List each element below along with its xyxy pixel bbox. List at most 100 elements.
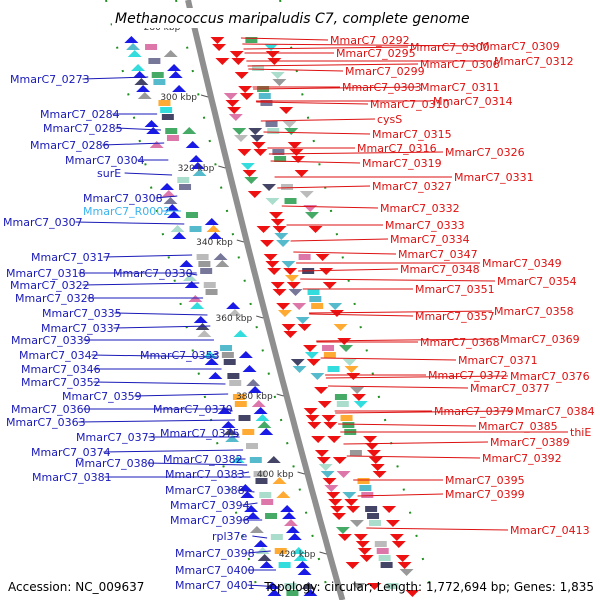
left-gene-label[interactable]: MmarC7_0363 [6,416,86,429]
right-gene-label[interactable]: cysS [377,113,402,126]
right-gene-label[interactable]: MmarC7_0332 [380,202,460,215]
right-gene-label[interactable]: MmarC7_0347 [398,248,478,261]
right-gene-label[interactable]: MmarC7_0379 [434,405,514,418]
feature-block [278,562,291,568]
left-gene-label[interactable]: surE [97,167,121,180]
left-gene-label[interactable]: MmarC7_0317 [31,251,111,264]
right-gene-label[interactable]: MmarC7_0312 [494,55,574,68]
right-gene-label[interactable]: MmarC7_0327 [372,180,452,193]
cds-arrow [303,408,318,415]
right-gene-label[interactable]: MmarC7_0349 [482,257,562,270]
right-gene-label[interactable]: MmarC7_0314 [433,95,513,108]
left-gene-label[interactable]: MmarC7_0396 [170,514,250,527]
right-gene-label[interactable]: MmarC7_0413 [510,524,590,537]
left-gene-label[interactable]: MmarC7_0374 [31,446,111,459]
right-gene-label[interactable]: MmarC7_0385 [478,420,558,433]
label-leader-lines [75,37,568,588]
left-gene-label[interactable]: MmarC7_0370 [153,403,233,416]
left-gene-label[interactable]: MmarC7_0359 [62,390,142,403]
feature-block [220,345,233,351]
left-gene-label[interactable]: MmarC7_0353 [140,349,220,362]
left-gene-label[interactable]: MmarC7_0337 [41,322,121,335]
left-gene-label[interactable]: MmarC7_0400 [175,564,255,577]
right-gene-label[interactable]: MmarC7_0399 [445,488,525,501]
cds-arrow [326,492,341,499]
right-gene-label[interactable]: MmarC7_0395 [445,474,525,487]
left-gene-label[interactable]: MmarC7_0285 [43,122,123,135]
left-gene-label[interactable]: MmarC7_0394 [170,499,250,512]
right-gene-label[interactable]: MmarC7_0384 [515,405,595,418]
right-gene-label[interactable]: MmarC7_0303 [342,81,422,94]
right-gene-label[interactable]: MmarC7_0315 [372,128,452,141]
left-gene-label[interactable]: MmarC7_0284 [40,108,120,121]
right-gene-label[interactable]: MmarC7_0316 [357,142,437,155]
right-gene-label[interactable]: MmarC7_0371 [458,354,538,367]
left-gene-label[interactable]: MmarC7_0346 [21,363,101,376]
feature-block [367,513,380,519]
right-gene-label[interactable]: MmarC7_0319 [362,157,442,170]
left-gene-label[interactable]: MmarC7_0308 [83,192,163,205]
right-gene-label[interactable]: MmarC7_0309 [480,40,560,53]
cds-arrow [399,569,414,576]
left-gene-label[interactable]: MmarC7_0304 [65,154,145,167]
left-gene-label[interactable]: MmarC7_0381 [32,471,112,484]
right-gene-label[interactable]: MmarC7_0292 [330,34,410,47]
left-gene-label[interactable]: MmarC7_0330 [113,267,193,280]
right-gene-label[interactable]: MmarC7_0376 [510,370,590,383]
left-gene-label[interactable]: rpl37e [212,530,248,543]
right-gene-label[interactable]: MmarC7_0358 [494,305,574,318]
left-gene-label[interactable]: MmarC7_0383 [165,468,245,481]
right-gene-label[interactable]: MmarC7_0300 [410,41,490,54]
right-gene-label[interactable]: MmarC7_0299 [345,65,425,78]
left-gene-label[interactable]: MmarC7_0342 [19,349,99,362]
left-gene-label[interactable]: MmarC7_0273 [10,73,90,86]
right-gene-label[interactable]: MmarC7_0392 [482,452,562,465]
right-gene-label[interactable]: MmarC7_0333 [385,219,465,232]
right-gene-label[interactable]: MmarC7_0377 [470,382,550,395]
left-gene-label[interactable]: MmarC7_0307 [3,216,83,229]
right-gene-label[interactable]: MmarC7_0331 [454,171,534,184]
left-gene-label[interactable]: MmarC7_0335 [42,307,122,320]
left-leader-line [82,76,149,80]
right-gene-label[interactable]: MmarC7_0354 [497,275,577,288]
left-gene-label[interactable]: MmarC7_0375 [160,427,240,440]
left-gene-label[interactable]: MmarC7_0398 [175,547,255,560]
feature-block [186,212,199,218]
left-gene-label[interactable]: MmarC7_0318 [6,267,86,280]
right-gene-label[interactable]: MmarC7_0295 [336,47,416,60]
left-gene-label[interactable]: MmarC7_0373 [76,431,156,444]
left-leader-line [247,550,271,554]
right-gene-label[interactable]: thiE [570,426,591,439]
cds-arrow [391,541,406,548]
right-gene-label[interactable]: MmarC7_0389 [490,436,570,449]
right-gene-label[interactable]: MmarC7_0372 [428,369,508,382]
cds-arrow [263,254,278,261]
map-title: Methanococcus maripaludis C7, complete g… [115,11,470,27]
left-gene-label[interactable]: MmarC7_0339 [11,334,91,347]
right-leader-line [247,63,419,67]
right-gene-label[interactable]: MmarC7_0369 [500,333,580,346]
right-gene-label[interactable]: MmarC7_0334 [390,233,470,246]
left-gene-label[interactable]: MmarC7_0401 [175,579,255,592]
left-gene-label[interactable]: MmarC7_0360 [11,403,91,416]
left-gene-label[interactable]: MmarC7_0328 [15,292,95,305]
right-gene-label[interactable]: MmarC7_0357 [415,310,495,323]
right-gene-label[interactable]: MmarC7_0351 [415,283,495,296]
left-gene-label[interactable]: MmarC7_0286 [30,139,110,152]
cds-arrow [192,169,207,176]
right-gene-label[interactable]: MmarC7_0348 [400,263,480,276]
right-gene-label[interactable]: MmarC7_0306 [420,58,500,71]
left-gene-label[interactable]: MmarC7_R0002 [83,205,170,218]
left-gene-label[interactable]: MmarC7_0388 [165,484,245,497]
cds-arrow [272,79,287,86]
right-gene-label[interactable]: MmarC7_0311 [420,81,500,94]
cds-arrow [204,358,219,365]
left-gene-label[interactable]: MmarC7_0322 [10,279,90,292]
right-gene-label[interactable]: MmarC7_0310 [370,98,450,111]
left-gene-label[interactable]: MmarC7_0382 [163,453,243,466]
right-gene-label[interactable]: MmarC7_0368 [420,336,500,349]
left-gene-label[interactable]: MmarC7_0380 [75,457,155,470]
left-gene-label[interactable]: MmarC7_0352 [21,376,101,389]
right-gene-label[interactable]: MmarC7_0326 [445,146,525,159]
